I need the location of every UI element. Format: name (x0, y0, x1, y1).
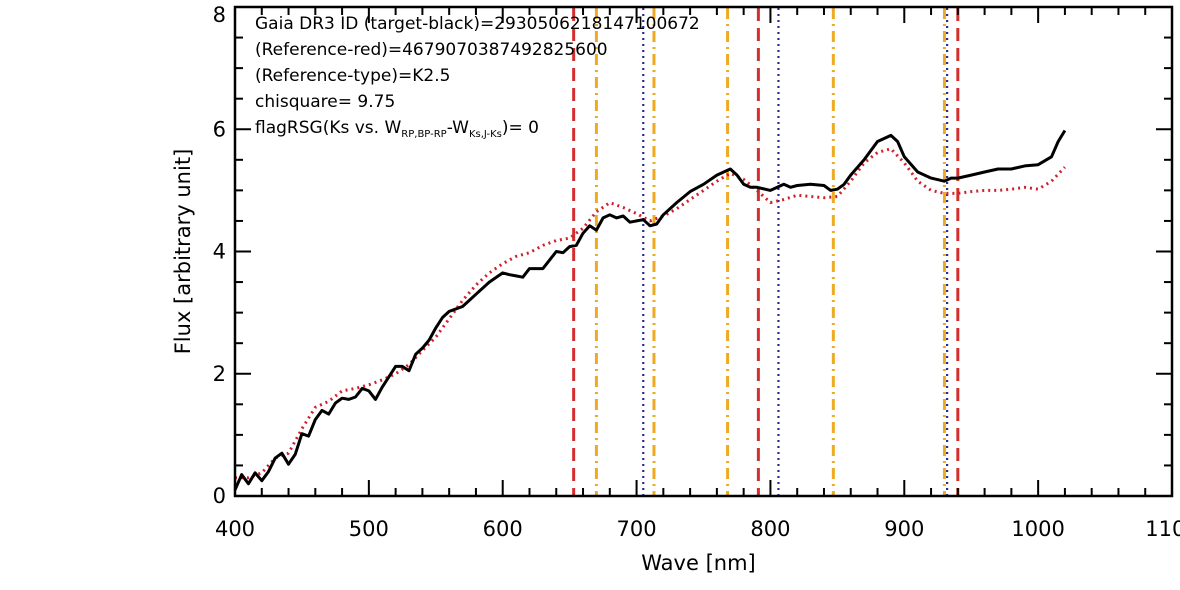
axis-ticks (234, 6, 1173, 497)
y-tick-label: 0 (213, 484, 226, 508)
annotation-block: Gaia DR3 ID (target-black)=2930506218147… (255, 14, 700, 140)
flag-rsg-subscript-2: Ks,J-Ks (469, 129, 502, 140)
y-tick-label: 6 (213, 117, 226, 141)
annotation-flag-rsg: flagRSG(Ks vs. WRP,BP-RP-WKs,J-Ks)= 0 (255, 118, 539, 140)
reference-vertical-lines (572, 8, 960, 495)
y-axis-label: Flux [arbitrary unit] (171, 149, 195, 355)
series-line-target (233, 129, 1067, 491)
series-line-reference (235, 147, 1066, 480)
x-tick-label: 1000 (1011, 517, 1064, 541)
x-tick-label: 800 (750, 517, 790, 541)
flag-rsg-mid: -W (447, 118, 469, 138)
x-tick-label: 500 (349, 517, 389, 541)
flag-rsg-subscript-1: RP,BP-RP (401, 129, 446, 140)
annotation-chisquare: chisquare= 9.75 (255, 92, 395, 112)
flag-rsg-prefix: flagRSG(Ks vs. W (255, 118, 401, 138)
x-tick-label: 700 (617, 517, 657, 541)
x-tick-label: 600 (483, 517, 523, 541)
annotation-gaia-id: Gaia DR3 ID (target-black)=2930506218147… (255, 14, 700, 34)
y-tick-label: 2 (213, 362, 226, 386)
x-tick-label: 900 (884, 517, 924, 541)
annotation-reference-type: (Reference-type)=K2.5 (255, 66, 450, 86)
x-tick-label: 400 (215, 517, 255, 541)
x-axis-label: Wave [nm] (641, 551, 755, 575)
flag-rsg-suffix: )= 0 (502, 118, 539, 138)
y-tick-label: 4 (213, 240, 226, 264)
spectrum-series (233, 129, 1067, 491)
y-tick-label: 8 (213, 3, 226, 27)
annotation-reference-id: (Reference-red)=4679070387492825600 (255, 40, 608, 60)
